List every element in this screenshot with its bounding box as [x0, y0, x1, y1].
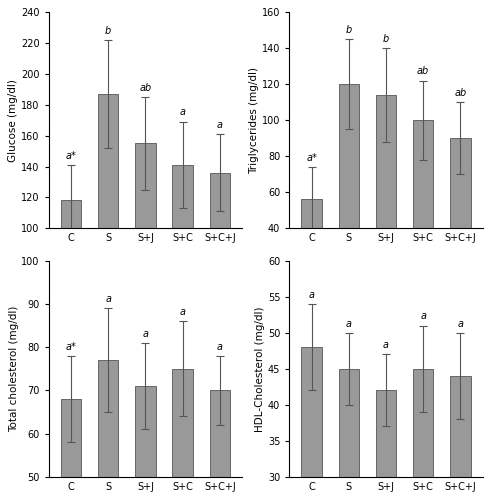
Text: a: a [105, 294, 111, 304]
Bar [413, 369, 434, 500]
Bar [61, 399, 82, 500]
Text: a: a [180, 307, 186, 317]
Y-axis label: HDL-Cholesterol (mg/dl): HDL-Cholesterol (mg/dl) [255, 306, 265, 432]
Bar [210, 390, 230, 500]
Text: a*: a* [306, 152, 317, 162]
Text: b: b [346, 25, 352, 35]
Bar [135, 144, 156, 382]
Bar [172, 369, 193, 500]
Text: b: b [383, 34, 389, 44]
Bar [339, 84, 359, 300]
Text: a: a [457, 318, 464, 328]
Bar [98, 360, 118, 500]
Text: a*: a* [66, 342, 77, 351]
Text: a: a [346, 318, 352, 328]
Bar [450, 138, 470, 300]
Bar [135, 386, 156, 500]
Bar [172, 165, 193, 382]
Text: a: a [383, 340, 389, 350]
Bar [376, 390, 396, 500]
Text: ab: ab [454, 88, 466, 98]
Bar [210, 172, 230, 382]
Text: b: b [105, 26, 111, 36]
Bar [301, 200, 322, 300]
Y-axis label: Total cholesterol (mg/dl): Total cholesterol (mg/dl) [8, 306, 19, 432]
Text: a: a [420, 312, 426, 322]
Bar [413, 120, 434, 300]
Text: a: a [142, 328, 148, 338]
Text: a: a [217, 120, 223, 130]
Bar [61, 200, 82, 382]
Bar [376, 95, 396, 300]
Y-axis label: Triglycerides (mg/dl): Triglycerides (mg/dl) [249, 67, 259, 174]
Bar [450, 376, 470, 500]
Y-axis label: Glucose (mg/dl): Glucose (mg/dl) [8, 79, 18, 162]
Text: a: a [180, 108, 186, 118]
Bar [98, 94, 118, 382]
Bar [339, 369, 359, 500]
Text: a: a [309, 290, 315, 300]
Text: a: a [217, 342, 223, 351]
Text: ab: ab [139, 83, 152, 93]
Text: ab: ab [417, 66, 429, 76]
Bar [301, 348, 322, 500]
Text: a*: a* [66, 150, 77, 160]
